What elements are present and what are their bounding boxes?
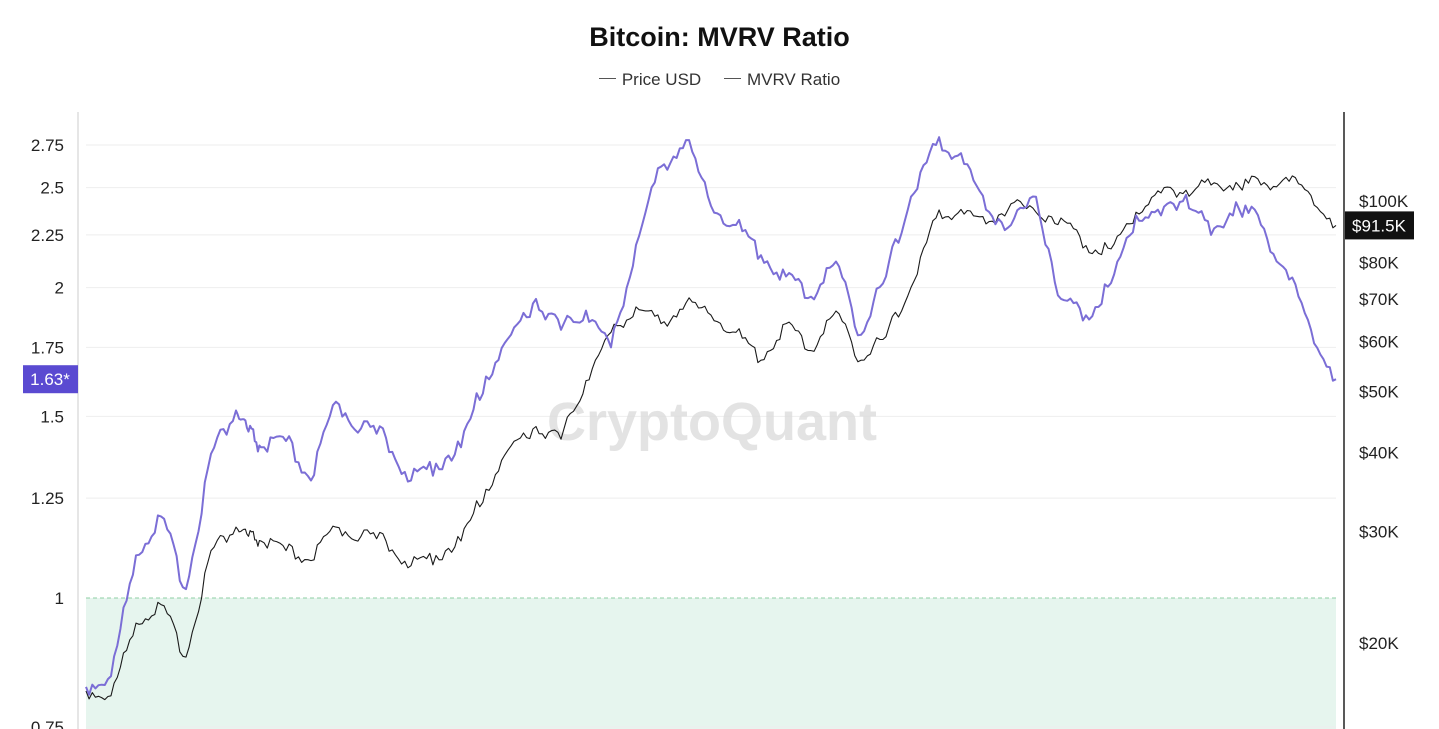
left-tick-label: 2.75: [31, 136, 64, 155]
price-current-badge: [1345, 211, 1414, 240]
mvrv-current-badge: [23, 365, 78, 394]
legend-swatch-mvrv: [723, 78, 741, 80]
right-tick-label: $80K: [1359, 253, 1399, 272]
right-tick-label: $30K: [1359, 523, 1399, 542]
legend-item-price[interactable]: Price USD: [598, 70, 702, 90]
price-current-label: $91.5K: [1352, 216, 1407, 235]
mvrv-current-label: 1.63*: [30, 370, 70, 389]
left-tick-label: 1.75: [31, 338, 64, 357]
legend-item-mvrv[interactable]: MVRV Ratio: [723, 70, 841, 90]
price-usd-line: [85, 175, 1337, 701]
left-tick-label: 1.5: [40, 407, 64, 426]
left-tick-label: 0.75: [31, 718, 64, 729]
legend-label-mvrv: MVRV Ratio: [746, 70, 841, 89]
right-tick-label: $50K: [1359, 382, 1399, 401]
watermark-logo: CryptoQuant: [547, 392, 877, 452]
left-tick-label: 2.25: [31, 226, 64, 245]
right-tick-label: $40K: [1359, 444, 1399, 463]
below-one-zone: [86, 598, 1336, 729]
left-tick-label: 1.25: [31, 489, 64, 508]
left-tick-label: 1: [55, 589, 64, 608]
left-tick-label: 2: [55, 279, 64, 298]
legend-swatch-price: [598, 78, 616, 80]
right-tick-label: $100K: [1359, 192, 1409, 211]
right-tick-label: $70K: [1359, 290, 1399, 309]
mvrv-ratio-line: [85, 136, 1337, 696]
left-tick-label: 2.5: [40, 179, 64, 198]
chart-title: Bitcoin: MVRV Ratio: [589, 22, 850, 52]
legend-label-price: Price USD: [621, 70, 702, 89]
right-tick-label: $20K: [1359, 634, 1399, 653]
chart-legend: Price USD MVRV Ratio: [0, 70, 1439, 90]
right-tick-label: $60K: [1359, 332, 1399, 351]
